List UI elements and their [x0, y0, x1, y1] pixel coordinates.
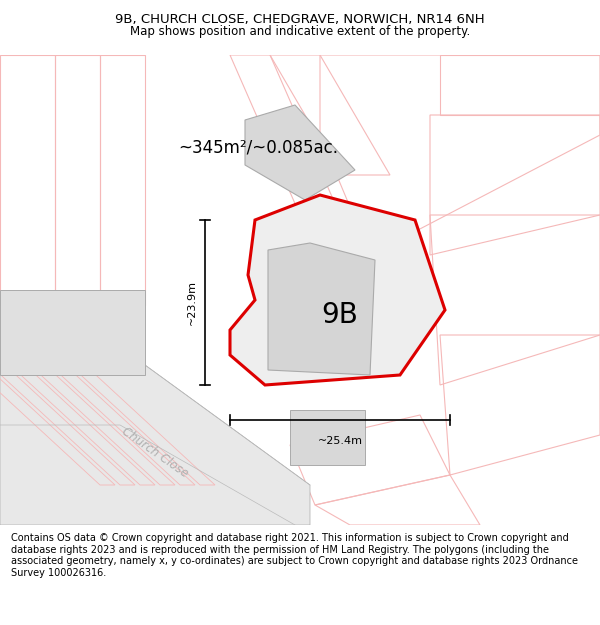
Polygon shape — [230, 195, 445, 385]
Text: ~345m²/~0.085ac.: ~345m²/~0.085ac. — [178, 138, 338, 156]
Polygon shape — [268, 243, 375, 375]
Text: Church Close: Church Close — [119, 425, 191, 481]
Polygon shape — [0, 365, 310, 525]
Text: Map shows position and indicative extent of the property.: Map shows position and indicative extent… — [130, 25, 470, 38]
Text: ~23.9m: ~23.9m — [187, 280, 197, 325]
Text: 9B: 9B — [322, 301, 358, 329]
Polygon shape — [290, 410, 365, 465]
Text: 9B, CHURCH CLOSE, CHEDGRAVE, NORWICH, NR14 6NH: 9B, CHURCH CLOSE, CHEDGRAVE, NORWICH, NR… — [115, 14, 485, 26]
Polygon shape — [0, 290, 145, 375]
Polygon shape — [245, 105, 355, 200]
Text: ~25.4m: ~25.4m — [317, 436, 362, 446]
Text: Contains OS data © Crown copyright and database right 2021. This information is : Contains OS data © Crown copyright and d… — [11, 533, 578, 578]
